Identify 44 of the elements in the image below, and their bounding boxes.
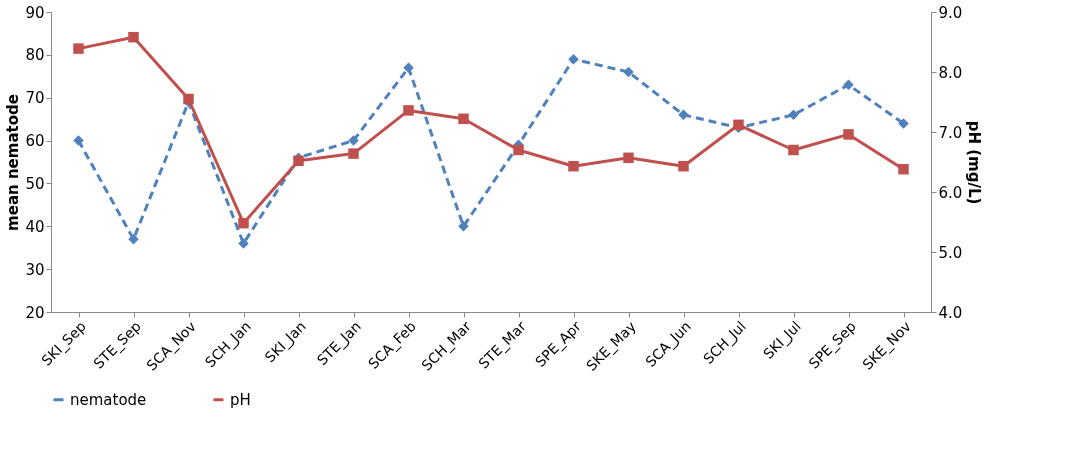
y-axis-title: mean nematode [4,94,23,231]
point [458,221,469,232]
y2-tick-label: 6.0 [938,183,963,202]
y-tick-label: 30 [25,260,45,279]
point [843,129,854,140]
point [348,135,359,146]
point [788,144,799,156]
point [623,66,634,78]
y-tick-label: 60 [25,132,45,151]
y2-tick-label: 7.0 [938,123,963,142]
point [403,62,414,73]
point [128,31,139,43]
point [238,217,249,229]
point [678,109,689,121]
point [678,160,689,172]
y-tick-label: 80 [25,46,45,65]
point [788,109,799,121]
y-tick-label: 90 [25,3,45,22]
point [623,152,634,164]
point [128,233,139,245]
point [898,163,909,175]
point [348,148,359,159]
y2-tick-label: 9.0 [938,3,963,22]
y-tick-label: 70 [25,89,45,108]
point [73,135,84,146]
y2-tick-label: 4.0 [938,303,963,322]
y2-tick-label: 5.0 [938,243,963,262]
y-tick-label: 20 [25,303,45,322]
point [73,43,84,54]
y2-axis-title: pH (mg/L) [965,120,984,205]
point [458,113,469,125]
point [238,238,249,249]
point [403,105,414,116]
point [898,118,909,129]
legend-label: pH [230,390,251,409]
legend-label: nematode [70,390,147,409]
y2-tick-label: 8.0 [938,63,963,82]
y-tick-label: 40 [25,217,45,236]
point [843,79,854,91]
y-tick-label: 50 [25,174,45,193]
point [513,144,524,156]
point [568,53,579,65]
point [568,160,579,172]
point [293,155,304,167]
